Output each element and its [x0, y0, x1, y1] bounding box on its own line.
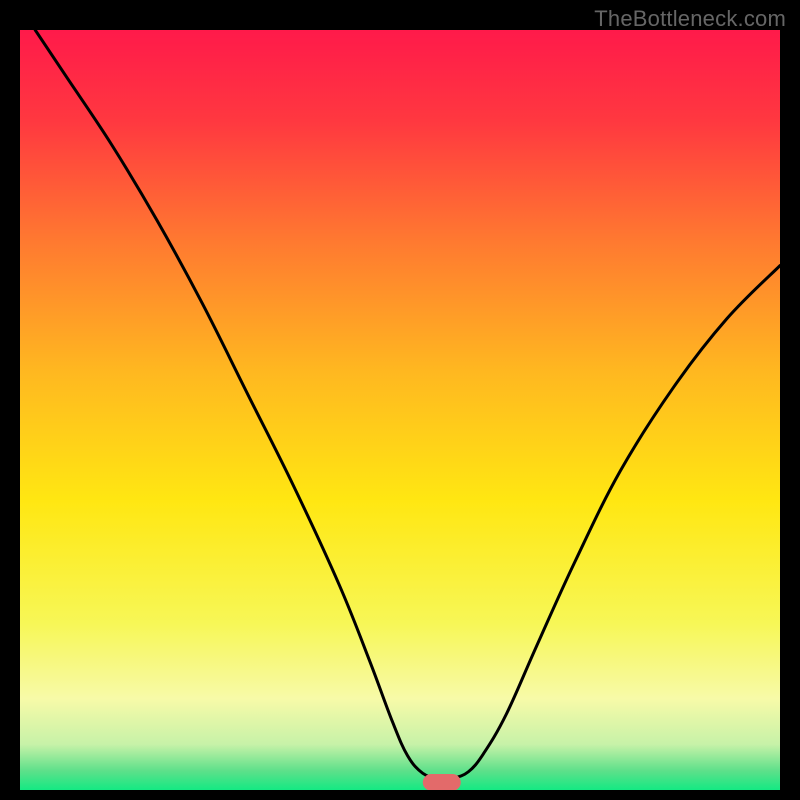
gradient-background	[20, 30, 780, 790]
chart-svg	[20, 30, 780, 790]
watermark-text: TheBottleneck.com	[594, 6, 786, 32]
optimum-marker	[423, 774, 461, 790]
chart-frame: TheBottleneck.com	[0, 0, 800, 800]
chart-plot	[20, 30, 780, 790]
